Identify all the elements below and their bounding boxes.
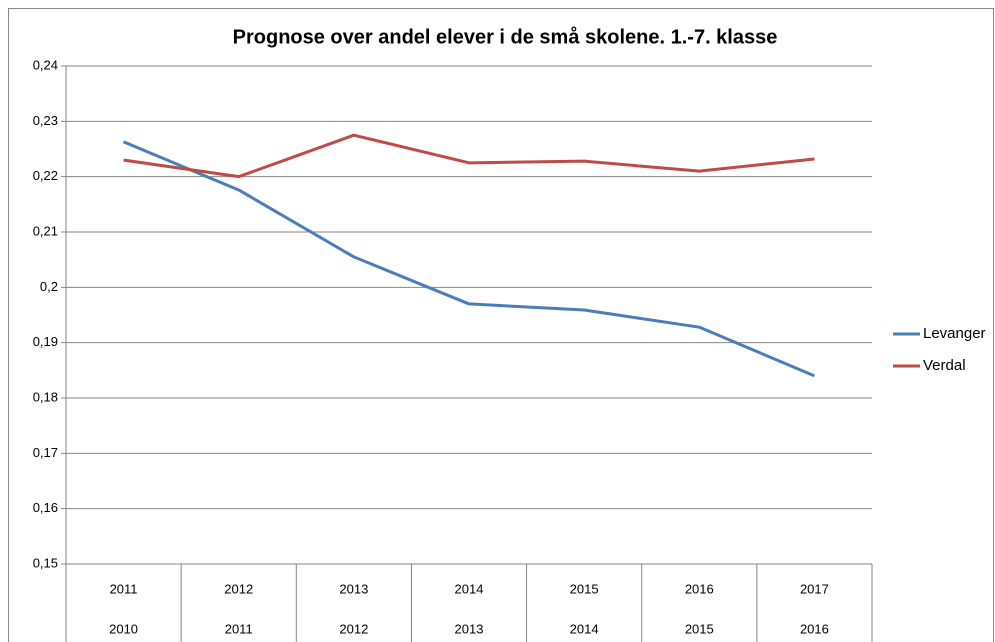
y-tick-label: 0,16 (33, 500, 58, 515)
x-tick-label: 2010 (109, 621, 138, 636)
x-tick-label: 2015 (570, 581, 599, 596)
y-tick-label: 0,21 (33, 223, 58, 238)
x-tick-label: 2017 (800, 581, 829, 596)
x-tick-label: 2016 (685, 581, 714, 596)
x-tick-label: 2014 (570, 621, 599, 636)
chart-title: Prognose over andel elever i de små skol… (233, 25, 778, 48)
y-tick-label: 0,24 (33, 57, 58, 72)
x-tick-label: 2015 (685, 621, 714, 636)
x-tick-label: 2013 (455, 621, 484, 636)
chart-frame (8, 8, 994, 642)
y-tick-label: 0,18 (33, 389, 58, 404)
x-tick-label: 2013 (339, 581, 368, 596)
legend-label: Levanger (923, 325, 986, 342)
y-tick-label: 0,15 (33, 555, 58, 570)
legend-label: Verdal (923, 357, 966, 374)
y-tick-label: 0,17 (33, 445, 58, 460)
y-tick-label: 0,23 (33, 113, 58, 128)
series-line (123, 133, 815, 179)
x-tick-label: 2011 (225, 621, 253, 636)
x-tick-label: 2014 (455, 581, 484, 596)
x-tick-label: 2012 (224, 581, 253, 596)
x-tick-label: 2012 (339, 621, 368, 636)
y-tick-label: 0,2 (40, 279, 58, 294)
series-line (122, 140, 816, 378)
y-tick-label: 0,22 (33, 168, 58, 183)
x-tick-label: 2011 (110, 581, 138, 596)
y-tick-label: 0,19 (33, 334, 58, 349)
x-tick-label: 2016 (800, 621, 829, 636)
